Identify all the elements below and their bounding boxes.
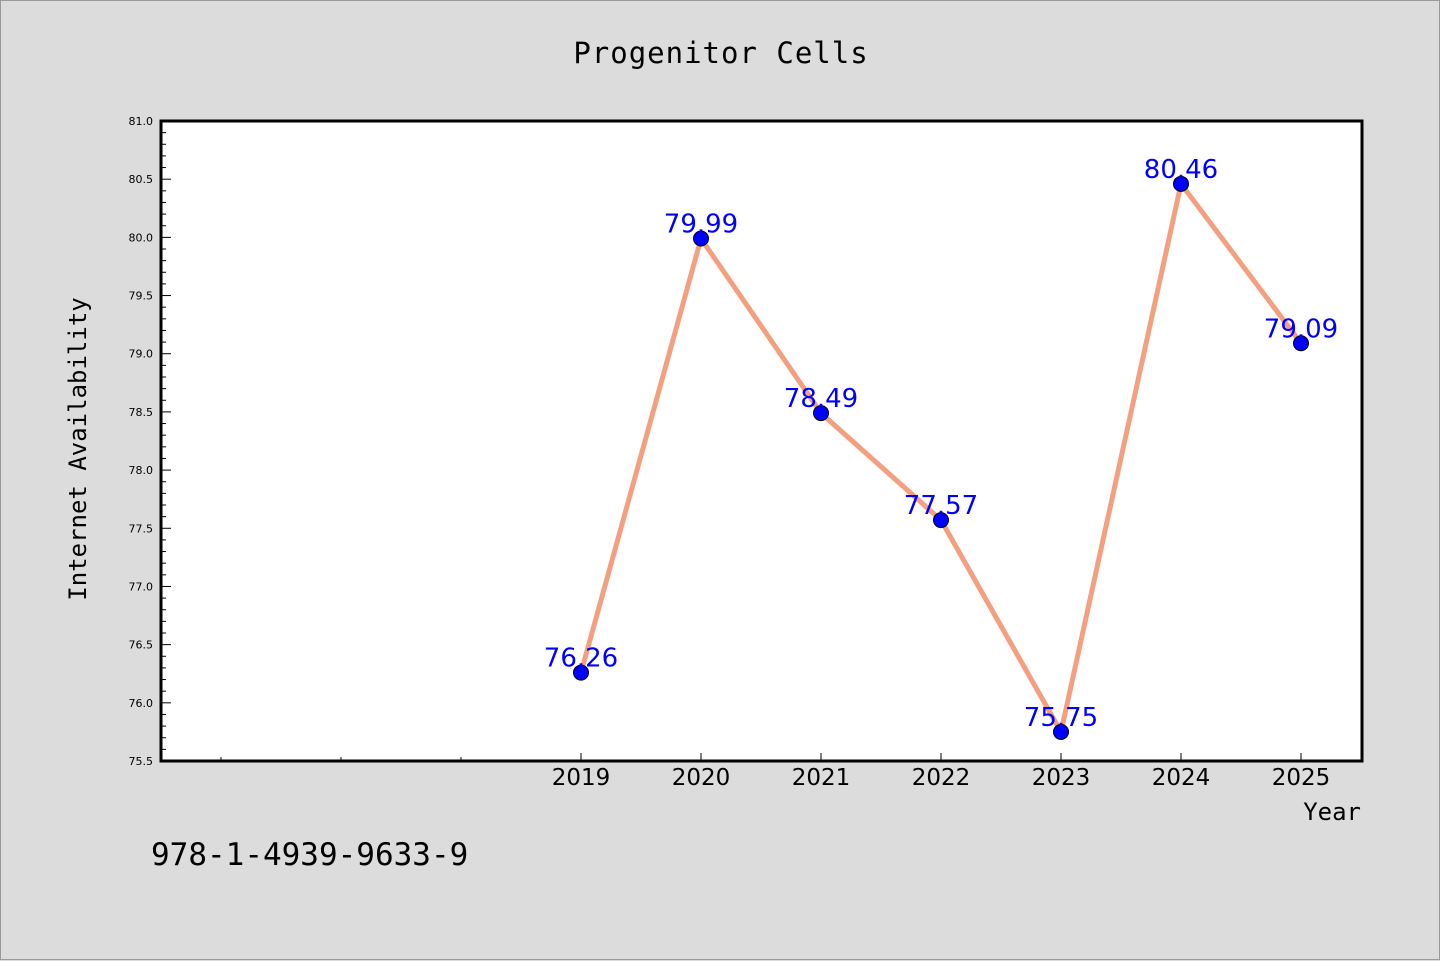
y-tick-label: 80.0 [129,231,154,244]
data-point [1293,335,1309,352]
x-tick-label: 2021 [792,765,851,791]
x-tick-label: 2020 [672,765,731,791]
y-tick-label: 78.0 [129,464,154,477]
data-point [813,405,829,422]
data-label: 75.75 [1024,703,1098,733]
x-tick-label: 2024 [1152,765,1211,791]
y-tick-label: 78.5 [129,406,154,419]
x-axis-label: Year [1303,798,1361,826]
data-point [933,512,949,529]
y-axis: 75.5 76.0 76.5 77.0 77.5 78.0 78.5 79.0 79.5 80.0… [129,115,171,768]
plot-area [159,119,1364,763]
data-point [573,664,589,681]
y-tick-label: 76.0 [129,697,154,710]
isbn-text: 978-1-4939-9633-9 [151,837,468,873]
data-label: 77.57 [904,491,978,521]
data-point [693,230,709,247]
x-tick-label: 2023 [1032,765,1091,791]
chart-title: Progenitor Cells [573,36,868,70]
y-axis-label: Internet Availability [64,297,92,600]
y-tick-label: 77.0 [129,580,154,593]
data-label: 80.46 [1144,155,1218,185]
y-tick-label: 80.5 [129,173,154,186]
series-layer: 76.26 79.99 78.49 77.57 75.75 80.46 79.09 [544,155,1338,740]
y-tick-label: 79.0 [129,348,154,361]
y-tick-label: 81.0 [129,115,154,128]
data-label: 76.26 [544,644,618,674]
x-tick-label: 2019 [552,765,611,791]
x-tick-label: 2022 [912,765,971,791]
y-tick-label: 76.5 [129,639,154,652]
x-tick-label: 2025 [1272,765,1331,791]
data-label: 79.09 [1264,314,1338,344]
data-point [1053,723,1069,740]
x-axis: 2019 2020 2021 2022 2023 2024 2025 [220,753,1331,791]
y-tick-label: 79.5 [129,290,154,303]
data-point [1173,175,1189,192]
y-tick-label: 77.5 [129,522,154,535]
data-label: 79.99 [664,210,738,240]
y-tick-label: 75.5 [129,755,154,768]
data-label: 78.49 [784,384,858,414]
